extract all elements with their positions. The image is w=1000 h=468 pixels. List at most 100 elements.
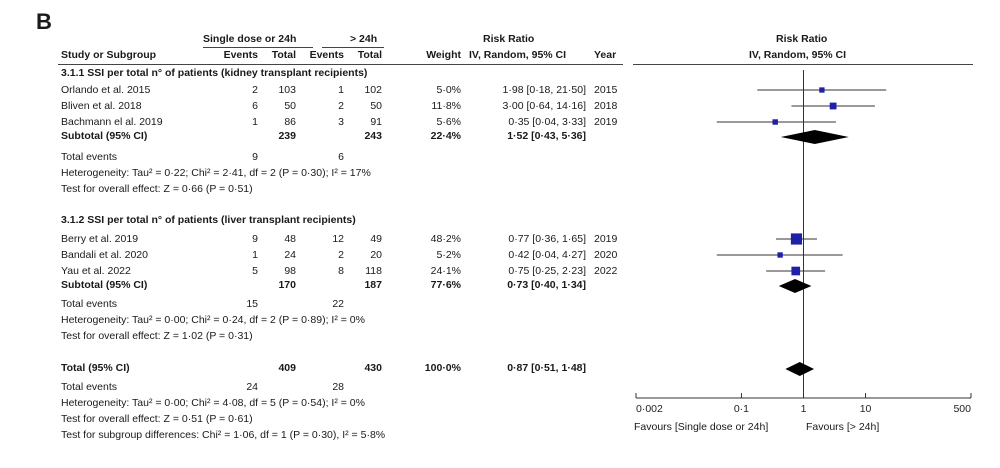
study-marker: [791, 266, 801, 276]
total2-header: Total: [357, 49, 382, 61]
total-events-label: Total events: [61, 151, 118, 163]
study-marker: [790, 233, 803, 245]
study-ci: 0·77 [0·36, 1·65]: [508, 233, 586, 245]
study-ci: 0·42 [0·04, 4·27]: [508, 249, 586, 261]
overall-effect-text: Test for overall effect: Z = 1·02 (P = 0…: [61, 330, 253, 342]
year-header: Year: [594, 49, 617, 61]
study-events1: 6: [252, 100, 258, 112]
rr-plot-header: Risk Ratio: [776, 33, 828, 45]
study-year: 2015: [594, 84, 618, 96]
study-events2: 3: [338, 116, 344, 128]
overall-effect-text: Test for overall effect: Z = 0·66 (P = 0…: [61, 183, 253, 195]
study-events1: 9: [252, 233, 258, 245]
events1-header: Events: [223, 49, 258, 61]
study-ci: 0·35 [0·04, 3·33]: [508, 116, 586, 128]
study-total2: 20: [370, 249, 382, 261]
rr-header: Risk Ratio: [483, 33, 535, 45]
total-events-label: Total events: [61, 298, 118, 310]
study-year: 2019: [594, 116, 618, 128]
favours-left-label: Favours [Single dose or 24h]: [634, 421, 769, 433]
subtotal-label: Subtotal (95% CI): [61, 130, 148, 142]
heterogeneity-text: Heterogeneity: Tau² = 0·00; Chi² = 4·08,…: [61, 397, 365, 409]
study-total1: 48: [284, 233, 296, 245]
rr-plot-method-header: IV, Random, 95% CI: [749, 49, 847, 61]
subgroup-title: 3.1.2 SSI per total n° of patients (live…: [61, 214, 356, 226]
study-events2: 1: [338, 84, 344, 96]
subtotal-weight: 22·4%: [430, 130, 461, 142]
total-weight: 100·0%: [424, 362, 461, 374]
subtotal-total2: 187: [364, 279, 382, 291]
subtotal-ci: 0·73 [0·40, 1·34]: [507, 279, 586, 291]
total-events1: 24: [246, 381, 258, 393]
study-total1: 103: [278, 84, 296, 96]
study-total2: 102: [364, 84, 382, 96]
subtotal-ci: 1·52 [0·43, 5·36]: [507, 130, 586, 142]
total-ci: 0·87 [0·51, 1·48]: [507, 362, 586, 374]
subtotal-label: Subtotal (95% CI): [61, 279, 148, 291]
study-total1: 24: [284, 249, 296, 261]
group2-header: > 24h: [350, 33, 378, 45]
study-header: Study or Subgroup: [61, 49, 157, 61]
study-ci: 0·75 [0·25, 2·23]: [508, 265, 586, 277]
weight-header: Weight: [426, 49, 461, 61]
x-axis-tick-label: 10: [860, 403, 872, 415]
study-total2: 118: [365, 265, 382, 277]
x-axis-tick-label: 0·1: [734, 403, 749, 415]
study-events2: 12: [332, 233, 344, 245]
group1-header: Single dose or 24h: [203, 33, 297, 45]
study-name: Berry et al. 2019: [61, 233, 139, 245]
study-marker: [777, 252, 783, 258]
total-label: Total (95% CI): [61, 362, 130, 374]
study-events2: 2: [338, 100, 344, 112]
study-total2: 49: [370, 233, 382, 245]
study-ci: 3·00 [0·64, 14·16]: [502, 100, 586, 112]
favours-right-label: Favours [> 24h]: [806, 421, 880, 433]
study-weight: 5·2%: [436, 249, 461, 261]
study-events1: 2: [252, 84, 258, 96]
study-year: 2018: [594, 100, 618, 112]
study-events2: 2: [338, 249, 344, 261]
study-name: Bandali et al. 2020: [61, 249, 148, 261]
study-marker: [772, 119, 778, 125]
study-weight: 11·8%: [431, 100, 461, 112]
study-events1: 1: [252, 249, 258, 261]
study-total2: 91: [370, 116, 382, 128]
heterogeneity-text: Heterogeneity: Tau² = 0·22; Chi² = 2·41,…: [61, 167, 371, 179]
heterogeneity-text: Heterogeneity: Tau² = 0·00; Chi² = 0·24,…: [61, 314, 365, 326]
study-total1: 98: [284, 265, 296, 277]
total-events1: 15: [246, 298, 258, 310]
study-total2: 50: [370, 100, 382, 112]
study-year: 2022: [594, 265, 618, 277]
study-year: 2019: [594, 233, 618, 245]
summary-diamond: [780, 130, 849, 144]
study-weight: 5·0%: [436, 84, 461, 96]
total-total1: 409: [278, 362, 296, 374]
x-axis-tick-label: 1: [801, 403, 807, 415]
total-events1: 9: [252, 151, 258, 163]
study-events1: 1: [252, 116, 258, 128]
subtotal-weight: 77·6%: [430, 279, 461, 291]
x-axis-tick-label: 0·002: [636, 403, 663, 415]
study-name: Bachmann el al. 2019: [61, 116, 163, 128]
study-name: Orlando et al. 2015: [61, 84, 151, 96]
study-year: 2020: [594, 249, 618, 261]
study-name: Bliven et al. 2018: [61, 100, 142, 112]
x-axis-tick-label: 500: [953, 403, 971, 415]
study-name: Yau et al. 2022: [61, 265, 131, 277]
subtotal-total1: 239: [278, 130, 296, 142]
study-weight: 48·2%: [430, 233, 461, 245]
subgroup-title: 3.1.1 SSI per total n° of patients (kidn…: [61, 67, 368, 79]
study-marker: [829, 102, 837, 110]
total-events2: 22: [332, 298, 344, 310]
study-events1: 5: [252, 265, 258, 277]
study-marker: [819, 87, 825, 93]
study-total1: 50: [284, 100, 296, 112]
rr-method-header: IV, Random, 95% CI: [469, 49, 567, 61]
total-events2: 6: [338, 151, 344, 163]
total-total2: 430: [364, 362, 382, 374]
study-ci: 1·98 [0·18, 21·50]: [502, 84, 586, 96]
total1-header: Total: [271, 49, 296, 61]
study-total1: 86: [284, 116, 296, 128]
study-weight: 24·1%: [430, 265, 461, 277]
